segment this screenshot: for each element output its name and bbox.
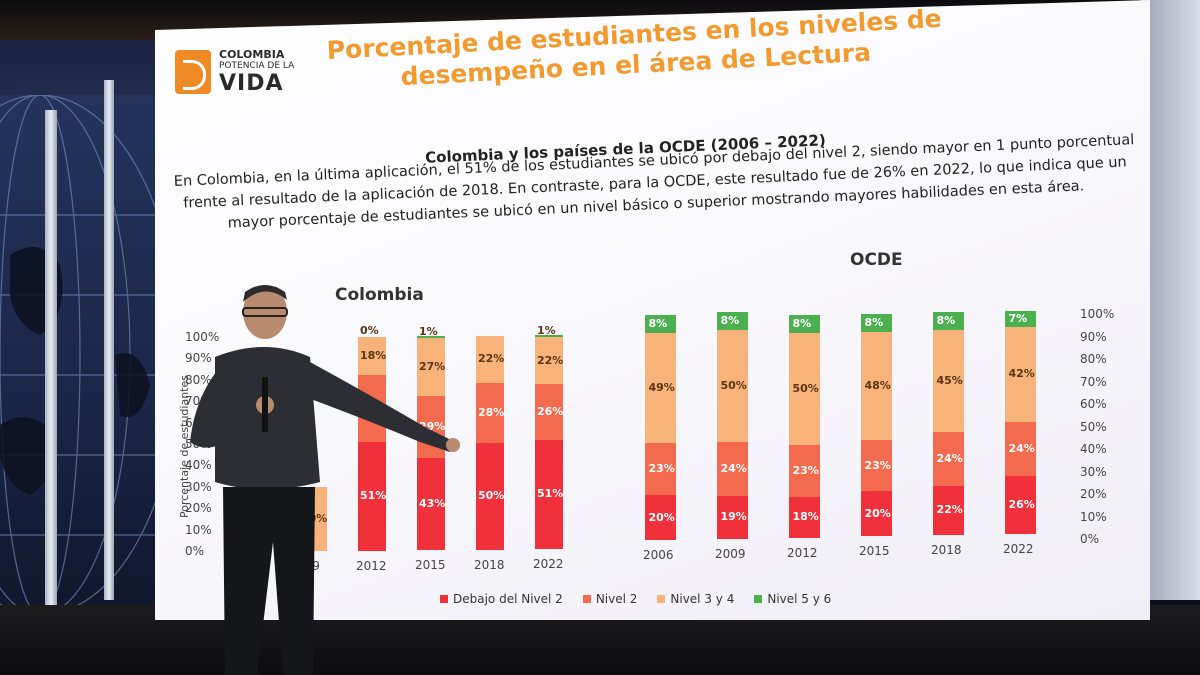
stage-pillar <box>45 110 57 635</box>
ocde-y-tick: 60% <box>1080 397 1107 411</box>
ocde-x-tick: 2006 <box>643 548 674 562</box>
legend-item-level-34: Nivel 3 y 4 <box>657 592 734 606</box>
legend-swatch <box>583 595 591 603</box>
ocde-data-label: 23% <box>648 462 675 476</box>
ocde-data-label: 18% <box>792 510 819 524</box>
logo-line-1: COLOMBIA <box>219 48 285 61</box>
ocde-data-label: 7% <box>1008 312 1028 326</box>
right-wall <box>1140 0 1200 600</box>
ocde-y-tick: 100% <box>1080 307 1115 321</box>
globe-wall <box>0 94 181 616</box>
logo-mark-icon <box>175 50 211 94</box>
ocde-data-label: 8% <box>792 316 812 330</box>
ocde-data-label: 26% <box>1008 497 1035 511</box>
ocde-y-tick: 10% <box>1080 509 1107 524</box>
ocde-x-tick: 2015 <box>859 544 890 559</box>
legend-swatch <box>657 595 665 603</box>
ocde-y-tick: 0% <box>1080 532 1100 546</box>
ocde-data-label: 50% <box>792 382 819 396</box>
ocde-data-label: 20% <box>864 506 891 520</box>
ocde-data-label: 24% <box>936 451 963 465</box>
colombia-data-label: 22% <box>478 352 505 366</box>
ocde-x-tick: 2018 <box>931 543 962 558</box>
stage-pillar <box>104 80 114 600</box>
ocde-data-label: 20% <box>648 510 675 524</box>
legend-label: Nivel 3 y 4 <box>670 592 735 606</box>
presenter <box>190 285 460 675</box>
ocde-y-tick: 40% <box>1080 442 1107 456</box>
ocde-y-tick: 80% <box>1080 352 1107 366</box>
ocde-chart-title: OCDE <box>850 250 903 270</box>
colombia-data-label: 26% <box>537 405 564 419</box>
ocde-data-label: 23% <box>864 458 891 472</box>
ocde-data-label: 48% <box>864 378 891 392</box>
logo-line-2: POTENCIA DE LA <box>219 61 295 71</box>
ocde-y-tick: 30% <box>1080 464 1107 479</box>
ocde-data-label: 45% <box>936 374 963 388</box>
ocde-x-tick: 2022 <box>1003 542 1034 556</box>
logo-line-3: VIDA <box>219 71 284 96</box>
colombia-x-tick: 2022 <box>533 557 564 571</box>
ocde-data-label: 22% <box>936 503 963 517</box>
ocde-data-label: 8% <box>720 313 740 327</box>
ocde-data-label: 24% <box>720 462 747 476</box>
colombia-logo: COLOMBIA POTENCIA DE LA VIDA <box>175 42 295 102</box>
colombia-data-label: 51% <box>537 487 564 501</box>
ocde-y-tick: 90% <box>1080 329 1107 344</box>
ocde-data-label: 8% <box>936 314 956 328</box>
ocde-x-tick: 2009 <box>715 546 746 561</box>
ocde-data-label: 50% <box>720 378 747 392</box>
colombia-data-label: 28% <box>478 405 505 419</box>
legend-item-level-2: Nivel 2 <box>583 592 638 606</box>
ocde-y-tick: 50% <box>1080 419 1107 434</box>
colombia-data-label: 1% <box>537 324 556 338</box>
ocde-data-label: 23% <box>792 464 819 478</box>
chart-legend: Debajo del Nivel 2 Nivel 2 Nivel 3 y 4 N… <box>440 592 831 606</box>
colombia-data-label: 50% <box>478 489 505 503</box>
legend-label: Nivel 2 <box>595 592 638 606</box>
ocde-data-label: 42% <box>1008 367 1035 381</box>
legend-label: Nivel 5 y 6 <box>767 592 832 606</box>
ocde-x-tick: 2012 <box>787 545 818 560</box>
ocde-y-tick: 20% <box>1080 487 1107 501</box>
ocde-data-label: 24% <box>1008 441 1035 455</box>
ocde-data-label: 8% <box>648 317 668 330</box>
legend-swatch <box>754 595 762 603</box>
ocde-data-label: 49% <box>648 381 675 395</box>
colombia-data-label: 22% <box>537 353 564 367</box>
presenter-figure <box>190 285 460 675</box>
ocde-y-tick: 70% <box>1080 374 1107 389</box>
ocde-data-label: 19% <box>720 510 747 524</box>
legend-item-level-56: Nivel 5 y 6 <box>754 592 831 606</box>
globe-graphic <box>0 94 181 616</box>
ocde-data-label: 8% <box>864 315 884 329</box>
colombia-x-tick: 2018 <box>474 557 505 572</box>
